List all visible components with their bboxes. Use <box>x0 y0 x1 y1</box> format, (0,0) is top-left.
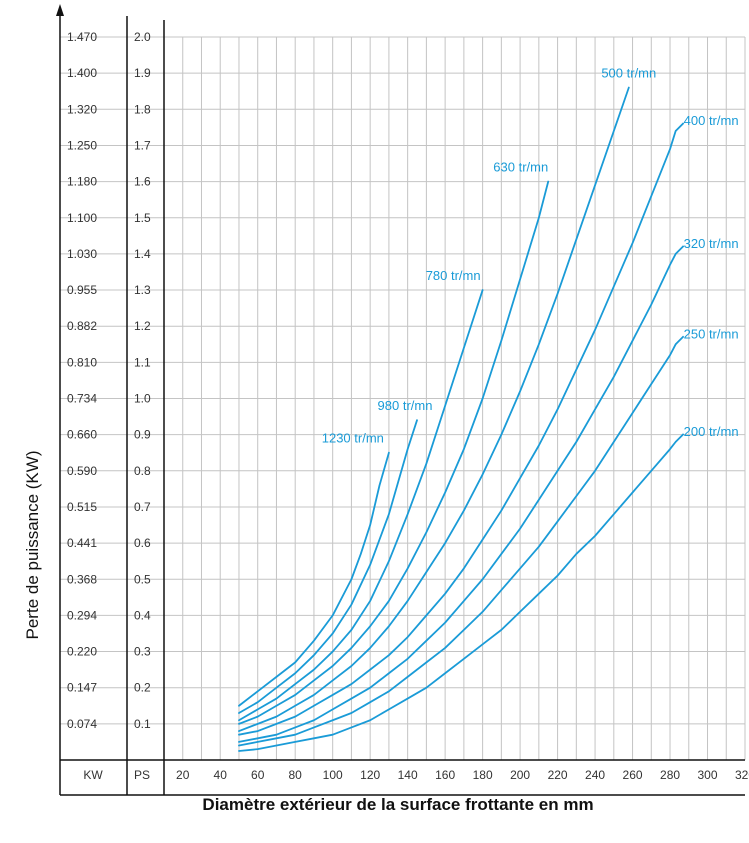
x-tick-label: 100 <box>323 768 343 782</box>
ps-tick-label: 0.6 <box>134 536 151 550</box>
ps-tick-label: 0.2 <box>134 681 151 695</box>
ps-tick-label: 0.4 <box>134 608 151 622</box>
axes <box>56 4 745 796</box>
kw-tick-label: 1.400 <box>67 66 97 80</box>
kw-tick-label: 0.368 <box>67 572 97 586</box>
series-label: 250 tr/mn <box>684 326 739 341</box>
kw-tick-label: 1.320 <box>67 102 97 116</box>
ps-tick-label: 0.1 <box>134 717 151 731</box>
ps-tick-label: 0.5 <box>134 572 151 586</box>
ps-tick-label: 1.8 <box>134 102 151 116</box>
series-line <box>238 130 677 736</box>
series-lines <box>238 86 685 752</box>
series-label: 320 tr/mn <box>684 236 739 251</box>
kw-tick-label: 1.250 <box>67 138 97 152</box>
x-tick-label: 120 <box>360 768 380 782</box>
series-label-connector <box>675 335 685 345</box>
x-tick-label: 320 <box>735 768 749 782</box>
kw-tick-label: 0.734 <box>67 392 97 406</box>
x-tick-label: 260 <box>623 768 643 782</box>
series-label-connector <box>675 245 685 255</box>
series-line <box>238 440 677 752</box>
ps-tick-label: 1.3 <box>134 283 151 297</box>
kw-tick-label: 0.810 <box>67 355 97 369</box>
x-tick-label: 180 <box>473 768 493 782</box>
kw-tick-label: 0.955 <box>67 283 97 297</box>
kw-tick-label: 1.180 <box>67 175 97 189</box>
x-tick-label: 200 <box>510 768 530 782</box>
series-label-connector <box>675 433 685 443</box>
kw-tick-label: 0.441 <box>67 536 97 550</box>
x-tick-label: 240 <box>585 768 605 782</box>
kw-tick-labels: 0.074 0.147 0.220 0.294 0.368 0.441 0.515 0.590… <box>67 30 97 731</box>
series-label: 780 tr/mn <box>426 268 481 283</box>
x-tick-label: 140 <box>398 768 418 782</box>
corner-label-kw: KW <box>83 768 103 782</box>
series-label: 1230 tr/mn <box>322 431 384 446</box>
series-label: 500 tr/mn <box>601 66 656 81</box>
ps-tick-label: 1.5 <box>134 211 151 225</box>
x-tick-label: 280 <box>660 768 680 782</box>
kw-tick-label: 0.660 <box>67 428 97 442</box>
ps-tick-label: 1.0 <box>134 392 151 406</box>
series-line <box>238 252 677 743</box>
kw-tick-label: 1.100 <box>67 211 97 225</box>
x-tick-labels: 20 40 60 80 100 120 140 160 180 200 220 240 260 280 30… <box>176 768 749 782</box>
ps-tick-label: 1.1 <box>134 355 151 369</box>
series-label: 400 tr/mn <box>684 113 739 128</box>
series-labels: 1230 tr/mn 980 tr/mn 780 tr/mn 630 tr/mn 500… <box>322 66 739 446</box>
x-tick-label: 40 <box>214 768 228 782</box>
corner-label-ps: PS <box>134 768 150 782</box>
x-tick-label: 220 <box>548 768 568 782</box>
ps-tick-label: 0.3 <box>134 645 151 659</box>
x-axis-label: Diamètre extérieur de la surface frottan… <box>202 795 593 814</box>
kw-tick-label: 1.030 <box>67 247 97 261</box>
series-line <box>238 289 484 722</box>
x-tick-label: 160 <box>435 768 455 782</box>
ps-tick-label: 1.6 <box>134 175 151 189</box>
series-line <box>238 180 550 725</box>
ps-tick-label: 0.8 <box>134 464 151 478</box>
ps-tick-label: 0.9 <box>134 428 151 442</box>
series-label-connector <box>675 122 685 132</box>
kw-tick-label: 0.590 <box>67 464 97 478</box>
series-line <box>238 86 630 732</box>
series-line <box>238 343 677 747</box>
series-label: 630 tr/mn <box>493 160 548 175</box>
series-label: 200 tr/mn <box>684 424 739 439</box>
kw-tick-label: 0.147 <box>67 681 97 695</box>
kw-tick-label: 0.515 <box>67 500 97 514</box>
series-label: 980 tr/mn <box>378 398 433 413</box>
y-axis-arrow <box>56 4 64 16</box>
series-line <box>238 419 418 714</box>
kw-tick-label: 0.882 <box>67 319 97 333</box>
ps-tick-labels: 0.1 0.2 0.3 0.4 0.5 0.6 0.7 0.8 0.9 1.0 1.1 1.2 1.3 1… <box>134 30 151 731</box>
ps-tick-label: 1.4 <box>134 247 151 261</box>
ps-tick-label: 2.0 <box>134 30 151 44</box>
x-tick-label: 60 <box>251 768 265 782</box>
ps-tick-label: 1.2 <box>134 319 151 333</box>
y-axis-label: Perte de puissance (KW) <box>23 451 42 640</box>
x-tick-label: 300 <box>698 768 718 782</box>
ps-tick-label: 1.7 <box>134 138 151 152</box>
kw-tick-label: 0.294 <box>67 608 97 622</box>
kw-tick-label: 1.470 <box>67 30 97 44</box>
x-tick-label: 80 <box>289 768 303 782</box>
kw-tick-label: 0.220 <box>67 645 97 659</box>
x-tick-label: 20 <box>176 768 190 782</box>
ps-tick-label: 1.9 <box>134 66 151 80</box>
kw-tick-label: 0.074 <box>67 717 97 731</box>
ps-tick-label: 0.7 <box>134 500 151 514</box>
series-line <box>238 451 390 707</box>
